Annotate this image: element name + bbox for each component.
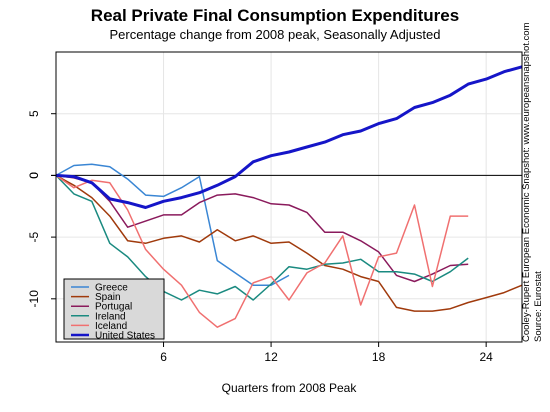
series-line-united-states [55,65,523,209]
series-line-greece [55,163,290,286]
y-tick-label: 0 [27,172,41,179]
legend-label-ireland: Ireland [95,311,126,322]
legend-label-iceland: Iceland [95,321,127,332]
legend: GreeceSpainPortugalIrelandIcelandUnited … [63,278,165,342]
series-line-iceland [55,174,469,328]
legend-label-portugal: Portugal [95,302,132,313]
x-tick-label: 24 [479,350,493,364]
y-tick-label: -10 [27,290,41,308]
chart-subtitle: Percentage change from 2008 peak, Season… [109,27,441,42]
x-tick-label: 6 [160,350,167,364]
series-line-spain [55,174,523,312]
side-note: Source: Eurostat [533,271,544,342]
x-axis-title: Quarters from 2008 Peak [222,381,358,395]
x-tick-label: 12 [264,350,278,364]
side-note: Cooley-Rupert European Economic Snapshot… [521,22,532,342]
legend-label-united-states: United States [95,331,155,342]
legend-label-spain: Spain [95,292,121,303]
series-line-ireland [55,174,469,301]
x-tick-label: 18 [372,350,386,364]
side-notes: Cooley-Rupert European Economic Snapshot… [521,22,544,342]
plot-frame [55,51,523,343]
legend-box [63,278,165,340]
legend-label-greece: Greece [95,283,128,294]
series-line-portugal [55,174,469,283]
y-tick-label: 5 [27,110,41,117]
y-tick-label: 0 [27,172,41,179]
y-tick-label: -5 [27,231,41,242]
series-layer [55,65,523,328]
chart-title: Real Private Final Consumption Expenditu… [90,6,460,25]
